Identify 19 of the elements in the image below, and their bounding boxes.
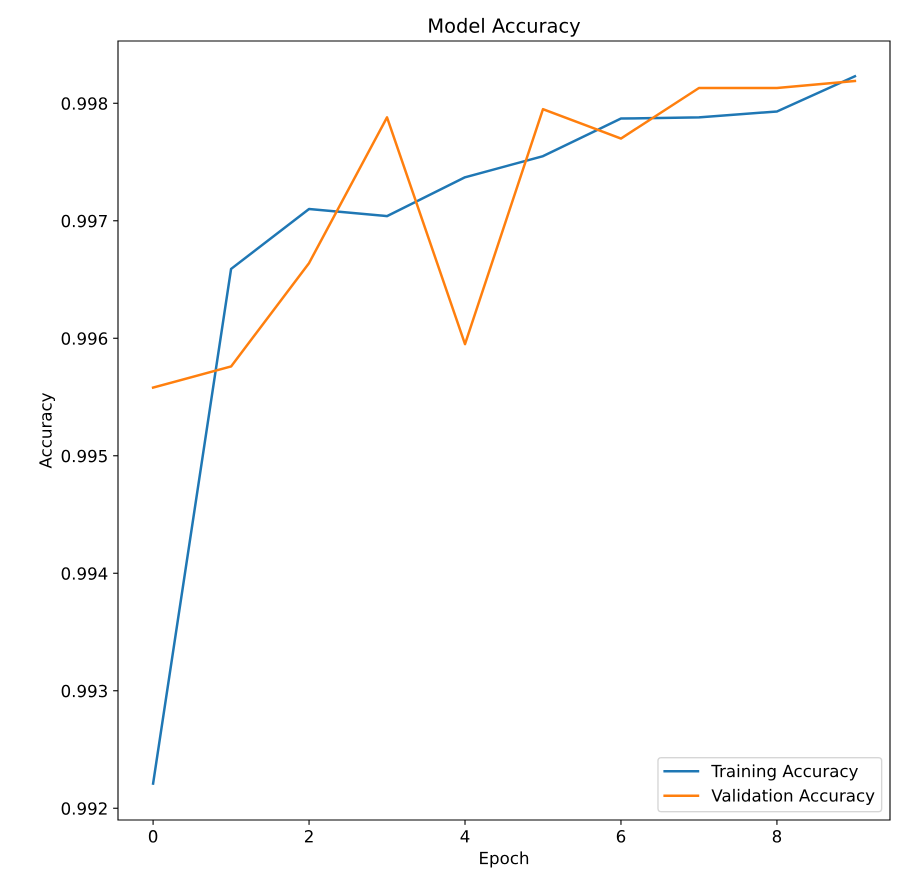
y-tick-label: 0.997: [62, 214, 107, 228]
x-axis-title: Epoch: [480, 851, 528, 868]
chart-title: Model Accuracy: [429, 18, 580, 37]
y-tick-label: 0.995: [62, 450, 107, 462]
x-tick-label: 0: [148, 830, 158, 843]
y-tick-label: 0.998: [62, 97, 108, 110]
x-tick-label: 2: [304, 830, 313, 842]
y-tick-label: 0.996: [62, 332, 108, 345]
y-tick-label: 0.993: [62, 684, 107, 698]
legend-label: Validation Accuracy: [711, 788, 875, 805]
x-tick-label: 6: [616, 830, 626, 843]
y-axis-title: Accuracy: [39, 392, 56, 468]
legend-label: Training Accuracy: [711, 764, 858, 781]
line-series: [152, 75, 856, 785]
y-tick-label: 0.994: [62, 567, 108, 580]
line-series: [152, 80, 856, 389]
x-tick-label: 4: [460, 830, 470, 842]
x-tick-label: 8: [772, 830, 782, 843]
y-tick-label: 0.992: [62, 802, 107, 815]
